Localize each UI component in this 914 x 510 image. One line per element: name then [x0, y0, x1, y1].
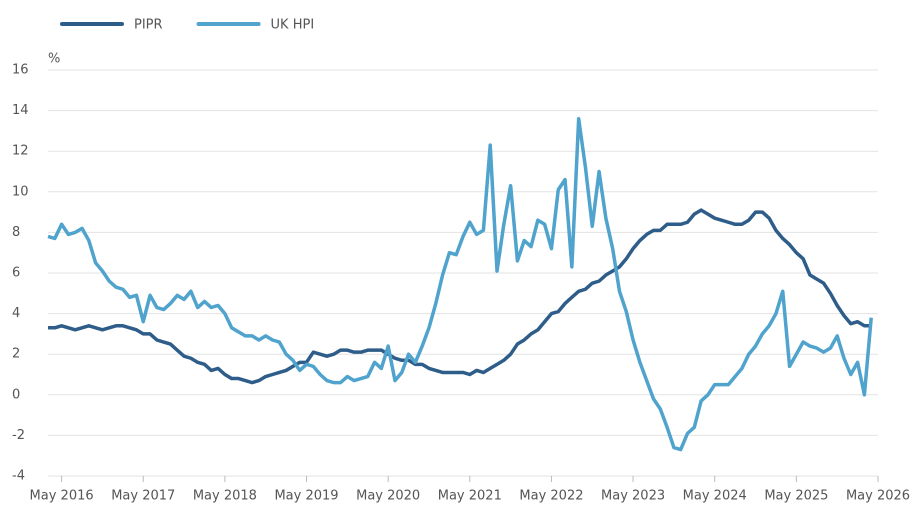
y-tick-label: 0 [12, 387, 20, 402]
x-tick-label: May 2026 [846, 489, 910, 504]
y-tick-label: -4 [12, 469, 25, 484]
legend-label: PIPR [134, 18, 163, 33]
series-line [47, 116, 873, 452]
y-tick-label: 14 [12, 103, 29, 118]
x-tick-label: May 2023 [601, 489, 665, 504]
x-tick-label: May 2017 [111, 489, 175, 504]
x-tick-label: May 2025 [764, 489, 828, 504]
x-tick-label: May 2019 [274, 489, 338, 504]
x-tick-label: May 2024 [683, 489, 747, 504]
y-tick-label: 16 [12, 63, 29, 78]
x-tick-label: May 2016 [30, 489, 94, 504]
y-tick-label: 4 [12, 306, 20, 321]
x-tick-label: May 2018 [193, 489, 257, 504]
y-axis-label: % [48, 52, 60, 67]
y-tick-label: 8 [12, 225, 20, 240]
x-tick-label: May 2022 [519, 489, 583, 504]
y-tick-label: 6 [12, 266, 20, 281]
y-tick-label: 2 [12, 347, 20, 362]
legend-label: UK HPI [271, 18, 315, 33]
y-tick-label: -2 [12, 428, 25, 443]
x-tick-label: May 2021 [438, 489, 502, 504]
series-line [48, 208, 872, 385]
y-tick-label: 10 [12, 184, 29, 199]
y-tick-label: 12 [12, 144, 29, 159]
x-tick-label: May 2020 [356, 489, 420, 504]
